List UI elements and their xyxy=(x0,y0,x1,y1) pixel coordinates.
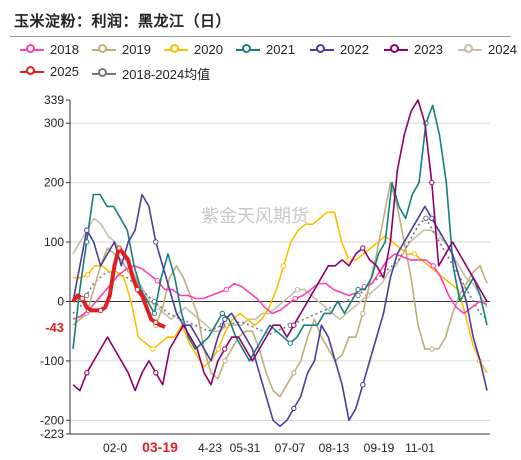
y-tick-label: -100 xyxy=(40,354,64,368)
x-tick-label: 08-13 xyxy=(319,441,350,455)
series-point-2018-2024均值 xyxy=(83,292,90,299)
series-point-2025 xyxy=(134,286,141,293)
legend-swatch xyxy=(164,43,188,57)
legend-label: 2018-2024均值 xyxy=(122,67,211,82)
legend-swatch xyxy=(310,43,334,57)
series-point-2022 xyxy=(153,239,159,245)
series-point-2023 xyxy=(222,346,228,352)
series-point-2023 xyxy=(429,179,435,186)
legend-label: 2018 xyxy=(50,42,79,57)
series-point-2022 xyxy=(222,316,228,322)
series-point-2021 xyxy=(151,310,158,317)
legend-item-2019[interactable]: 2019 xyxy=(92,42,151,57)
legend-swatch xyxy=(20,65,44,79)
series-line-2020 xyxy=(73,211,488,374)
legend-label: 2019 xyxy=(122,42,151,57)
series-point-2020 xyxy=(346,257,352,263)
chart-title: 玉米淀粉：利润：黑龙江（日） xyxy=(14,12,232,30)
legend-item-2018-2024均值[interactable]: 2018-2024均值 xyxy=(92,64,210,83)
x-tick-label: 07-07 xyxy=(275,441,306,455)
series-point-2022 xyxy=(291,405,297,412)
series-point-2022 xyxy=(360,382,366,388)
series-point-2019 xyxy=(291,370,297,376)
y-tick-label: -200 xyxy=(40,413,64,427)
legend-label: 2023 xyxy=(414,42,443,57)
legend-label: 2025 xyxy=(50,64,79,79)
series-point-2018 xyxy=(292,295,298,302)
series-line-2023 xyxy=(72,99,488,392)
y-tick-label: 0 xyxy=(57,294,64,308)
legend-label: 2021 xyxy=(266,42,295,57)
series-point-2018 xyxy=(154,278,161,284)
series-point-2021 xyxy=(287,340,293,346)
series-point-2020 xyxy=(280,263,287,269)
y-tick-label: 339 xyxy=(44,93,64,107)
legend-swatch xyxy=(92,43,116,57)
x-tick-label: 02-0 xyxy=(103,441,127,455)
series-point-2021 xyxy=(355,286,361,293)
series-point-2020 xyxy=(411,251,418,257)
legend-swatch xyxy=(92,67,116,81)
series-point-2018 xyxy=(223,286,230,293)
series-point-2023 xyxy=(360,245,366,251)
series-group xyxy=(71,99,488,428)
series-point-2021 xyxy=(219,310,226,317)
legend-item-2025[interactable]: 2025 xyxy=(20,64,79,79)
y-highlight-label: -43 xyxy=(45,320,64,335)
legend-swatch xyxy=(384,43,408,57)
series-line-2021 xyxy=(72,104,488,362)
legend-item-2021[interactable]: 2021 xyxy=(236,42,295,57)
series-point-2025 xyxy=(116,245,122,251)
legend-item-2020[interactable]: 2020 xyxy=(164,42,223,57)
series-point-2025 xyxy=(79,295,85,302)
series-point-2019 xyxy=(429,346,435,352)
series-point-2020 xyxy=(150,346,156,352)
x-tick-label: 4-23 xyxy=(198,441,222,455)
series-line-2018 xyxy=(72,253,488,321)
series-point-2018-2024均值 xyxy=(423,215,429,222)
legend-swatch xyxy=(20,43,44,57)
x-tick-label: 09-19 xyxy=(364,441,395,455)
y-tick-label: 100 xyxy=(44,235,64,249)
y-tick-label: 200 xyxy=(44,176,64,190)
legend-item-2022[interactable]: 2022 xyxy=(310,42,369,57)
x-tick-label: 11-01 xyxy=(405,441,435,455)
legend-label: 2022 xyxy=(340,42,369,57)
legend-item-2023[interactable]: 2023 xyxy=(384,42,443,57)
x-tick-label: 05-31 xyxy=(230,441,261,455)
series-line-2024 xyxy=(72,217,488,332)
y-tick-label: -223 xyxy=(40,427,64,441)
watermark-text: 紫金天风期货 xyxy=(201,206,309,227)
title-divider xyxy=(10,36,511,37)
series-point-2025 xyxy=(153,319,159,325)
series-point-2023 xyxy=(153,370,159,376)
series-point-2019 xyxy=(222,358,228,364)
series-point-2025 xyxy=(97,307,104,314)
series-line-2022 xyxy=(72,193,488,428)
x-tick-label: 03-19 xyxy=(142,439,178,455)
legend-swatch xyxy=(458,43,482,57)
legend-item-2018[interactable]: 2018 xyxy=(20,42,79,57)
series-point-2023 xyxy=(84,370,90,376)
legend-label: 2020 xyxy=(194,42,223,57)
series-point-2023 xyxy=(291,322,297,328)
series-point-2022 xyxy=(84,227,90,233)
series-point-2019 xyxy=(360,310,366,317)
series-point-2020 xyxy=(215,346,222,352)
y-tick-label: 300 xyxy=(44,116,64,130)
series-point-2018 xyxy=(430,263,436,269)
series-point-2018-2024均值 xyxy=(355,292,361,299)
series-point-2020 xyxy=(84,272,91,278)
legend-swatch xyxy=(236,43,260,57)
legend-item-2024[interactable]: 2024 xyxy=(458,42,517,57)
legend-label: 2024 xyxy=(488,42,517,57)
series-point-2024 xyxy=(294,286,301,293)
series-point-2022 xyxy=(429,215,435,222)
